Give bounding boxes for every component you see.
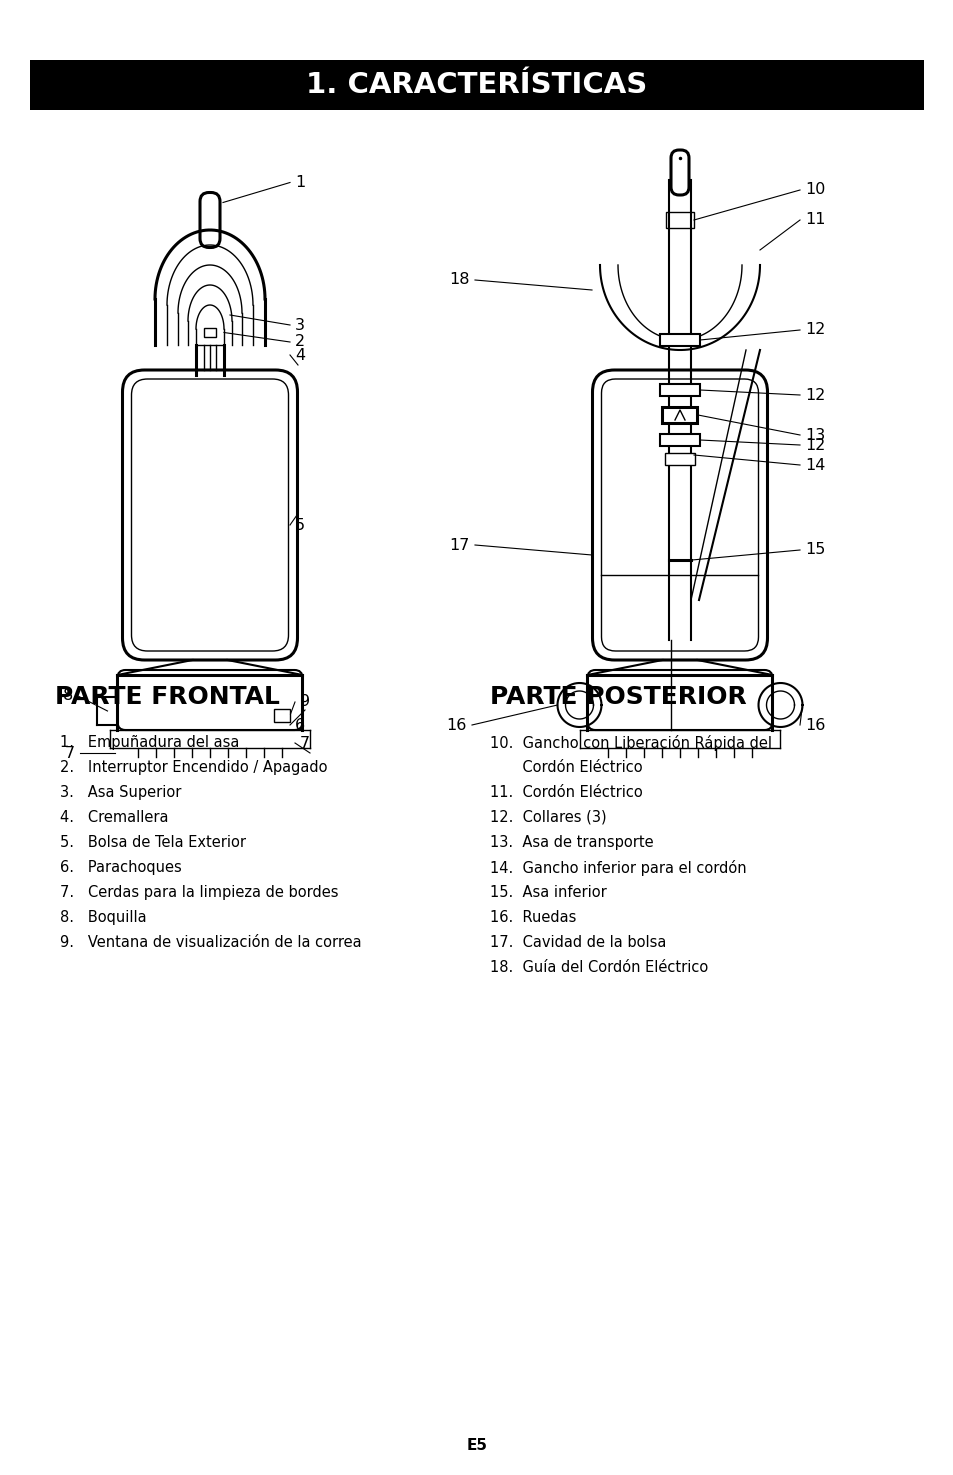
Text: E5: E5: [466, 1438, 487, 1453]
Text: 2: 2: [294, 335, 305, 350]
Bar: [661, 407, 697, 423]
Text: 6.   Parachoques: 6. Parachoques: [60, 860, 182, 875]
Text: 5: 5: [294, 518, 305, 532]
Text: 7: 7: [65, 745, 75, 761]
Text: Cordón Eléctrico: Cordón Eléctrico: [490, 760, 642, 774]
Text: 2.   Interruptor Encendido / Apagado: 2. Interruptor Encendido / Apagado: [60, 760, 327, 774]
Text: 17.  Cavidad de la bolsa: 17. Cavidad de la bolsa: [490, 935, 666, 950]
Text: 7.   Cerdas para la limpieza de bordes: 7. Cerdas para la limpieza de bordes: [60, 885, 338, 900]
Text: PARTE POSTERIOR: PARTE POSTERIOR: [490, 684, 746, 709]
Text: 9.   Ventana de visualización de la correa: 9. Ventana de visualización de la correa: [60, 935, 361, 950]
Text: 18.  Guía del Cordón Eléctrico: 18. Guía del Cordón Eléctrico: [490, 960, 707, 975]
Bar: [659, 384, 700, 395]
Text: 15: 15: [804, 543, 824, 558]
Text: 3.   Asa Superior: 3. Asa Superior: [60, 785, 181, 799]
Text: 10: 10: [804, 183, 824, 198]
Text: 16: 16: [446, 717, 467, 733]
Text: 14: 14: [804, 457, 824, 472]
Text: 13.  Asa de transporte: 13. Asa de transporte: [490, 835, 653, 850]
Text: 1: 1: [294, 176, 305, 190]
Text: 12: 12: [804, 323, 824, 338]
Bar: [30, 60, 923, 111]
Text: 12: 12: [804, 438, 824, 453]
Bar: [274, 709, 291, 721]
Text: 7: 7: [299, 736, 310, 751]
Text: 13: 13: [804, 428, 824, 442]
Text: 16: 16: [804, 717, 824, 733]
Text: 10.  Gancho con Liberación Rápida del: 10. Gancho con Liberación Rápida del: [490, 735, 771, 751]
Text: 4: 4: [294, 348, 305, 363]
Text: 12.  Collares (3): 12. Collares (3): [490, 810, 606, 825]
Text: 4.   Cremallera: 4. Cremallera: [60, 810, 169, 825]
Text: 8.   Boquilla: 8. Boquilla: [60, 910, 147, 925]
Text: 11.  Cordón Eléctrico: 11. Cordón Eléctrico: [490, 785, 642, 799]
Text: 18: 18: [449, 273, 470, 288]
Text: 15.  Asa inferior: 15. Asa inferior: [490, 885, 606, 900]
Text: PARTE FRONTAL: PARTE FRONTAL: [55, 684, 279, 709]
Text: 3: 3: [294, 317, 305, 332]
Text: 9: 9: [299, 695, 310, 709]
Bar: [665, 212, 693, 229]
Text: 12: 12: [804, 388, 824, 403]
Bar: [659, 333, 700, 347]
Bar: [204, 327, 215, 336]
Text: 8: 8: [63, 689, 73, 704]
Text: 1.   Empuñadura del asa: 1. Empuñadura del asa: [60, 735, 239, 749]
Text: 16.  Ruedas: 16. Ruedas: [490, 910, 576, 925]
Text: 14.  Gancho inferior para el cordón: 14. Gancho inferior para el cordón: [490, 860, 746, 876]
Bar: [664, 453, 695, 465]
Text: 17: 17: [449, 537, 470, 553]
Text: 11: 11: [804, 212, 824, 227]
Text: 1. CARACTERÍSTICAS: 1. CARACTERÍSTICAS: [306, 71, 647, 99]
Text: 6: 6: [294, 717, 305, 733]
Text: 5.   Bolsa de Tela Exterior: 5. Bolsa de Tela Exterior: [60, 835, 246, 850]
Bar: [659, 434, 700, 445]
